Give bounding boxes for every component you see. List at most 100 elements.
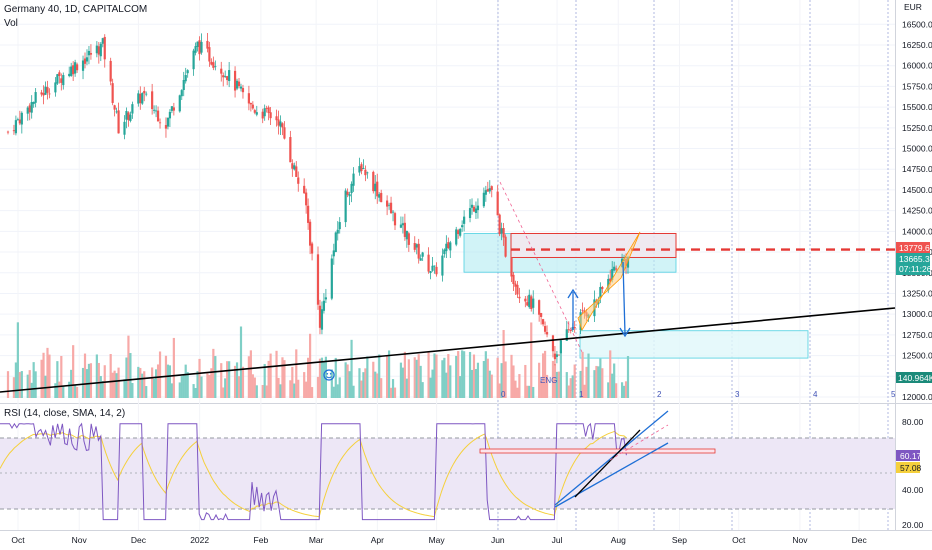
volume-bar (281, 357, 284, 398)
candle-body (40, 92, 43, 95)
candle-body (293, 165, 296, 170)
volume-bar (310, 387, 314, 398)
candle-body (427, 254, 430, 272)
volume-bar (391, 379, 395, 398)
candle-body (206, 40, 209, 49)
candle-body (413, 243, 416, 250)
volume-bar (123, 379, 126, 398)
candle-body (83, 58, 87, 64)
candle-body (235, 80, 239, 89)
volume-bar (180, 376, 183, 398)
volume-bar (137, 366, 140, 398)
volume-bar (97, 362, 100, 398)
rsi-drawings[interactable] (479, 410, 716, 508)
candle-body (115, 111, 118, 113)
candle-body (228, 70, 231, 82)
drawings[interactable] (0, 181, 896, 393)
volume-bar (567, 385, 570, 398)
candle-body (431, 265, 434, 271)
volume-bar (283, 360, 286, 398)
up-arrow-head (567, 288, 579, 299)
volume-bar (261, 385, 264, 398)
down-arrow (622, 261, 626, 335)
eng-label: ENG (540, 376, 557, 385)
candle-body (498, 214, 501, 235)
volume-bar (376, 373, 379, 398)
candle-body (261, 111, 264, 119)
volume-bar (463, 351, 466, 398)
candle-body (277, 119, 280, 126)
volume-bar (510, 354, 513, 398)
price-tick-label: 12500.00 (902, 351, 932, 361)
volume-bar (622, 385, 626, 398)
volume-bar (83, 353, 87, 398)
candle-body (237, 81, 241, 87)
candle-body (421, 252, 424, 257)
volume-bar (332, 386, 335, 398)
volume-bar (208, 374, 211, 398)
volume-bar (318, 358, 322, 398)
candle-body (468, 208, 472, 219)
candle-body (435, 266, 438, 275)
volume-bar (336, 384, 339, 398)
candle-body (470, 204, 474, 208)
volume-bar (56, 361, 59, 398)
volume-bar (447, 354, 450, 398)
candle-body (543, 326, 547, 332)
volume-bar (206, 373, 209, 398)
candle-body (360, 164, 363, 172)
volume-bar (6, 371, 10, 398)
volume-bar (168, 365, 172, 398)
candle-body (486, 189, 489, 192)
candle-body (28, 105, 31, 113)
candle-body (48, 93, 51, 95)
candle-body (26, 107, 29, 114)
candle-body (113, 105, 116, 110)
candle-body (263, 108, 266, 117)
volume-bar (405, 378, 408, 398)
time-tick-label: Dec (852, 535, 868, 545)
candle-body (389, 202, 393, 214)
volume-bar (543, 350, 547, 398)
volume-bar (504, 361, 507, 398)
volume-bar (58, 381, 61, 398)
volume-bar (441, 360, 444, 398)
volume-bar (99, 376, 102, 398)
volume-bar (338, 377, 341, 398)
rsi-projection (609, 424, 669, 461)
volume-bar (196, 371, 199, 398)
volume-bar (372, 361, 375, 398)
candle-body (336, 229, 339, 234)
volume-bar (500, 363, 503, 398)
candle-body (362, 168, 365, 170)
candle-body (291, 163, 294, 169)
volume-bar (267, 360, 270, 398)
candle-body (127, 112, 130, 121)
volume-bar (184, 364, 187, 398)
volume-bar (472, 354, 476, 398)
candle-body (208, 47, 211, 62)
candle-body (461, 225, 464, 228)
volume-bar (626, 356, 630, 398)
candle-body (303, 185, 306, 194)
volume-bar (214, 356, 217, 398)
volume-bar (18, 372, 21, 398)
candle-body (68, 73, 71, 77)
candle-body (541, 319, 545, 325)
volume-bar (279, 384, 282, 398)
candle-body (555, 354, 559, 357)
volume-bar (210, 368, 213, 398)
candle-body (139, 93, 142, 104)
volume-bar (374, 371, 377, 398)
volume-bar (581, 351, 584, 398)
candle-body (154, 110, 158, 112)
volume-bar (443, 357, 446, 398)
candle-body (350, 183, 353, 194)
time-tick-label: Nov (72, 535, 88, 545)
candle-body (338, 222, 341, 230)
time-tick-label: Sep (672, 535, 687, 545)
currency-label: EUR (904, 2, 922, 12)
candle-body (599, 286, 602, 298)
candle-body (224, 76, 227, 77)
